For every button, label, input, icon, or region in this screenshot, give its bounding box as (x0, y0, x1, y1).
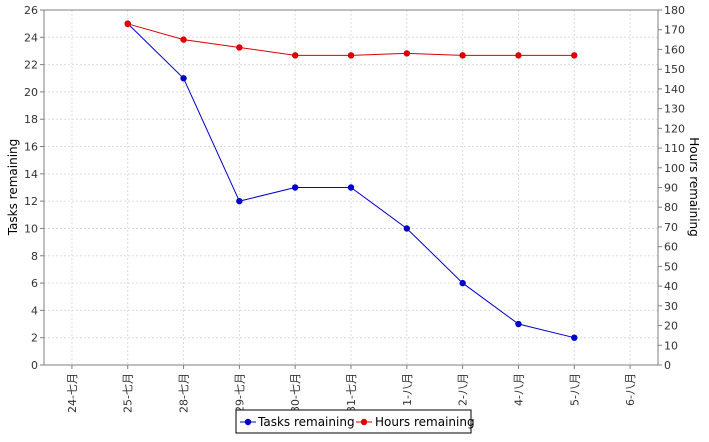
right-tick-label: 40 (664, 280, 678, 293)
right-tick-label: 90 (664, 182, 678, 195)
left-tick-label: 20 (24, 86, 38, 99)
data-point (459, 279, 466, 287)
left-tick-label: 14 (24, 168, 38, 181)
x-tick-label: 4-八月 (512, 373, 525, 406)
data-point (347, 52, 355, 59)
right-tick-label: 180 (664, 4, 685, 17)
x-tick-label: 6-八月 (624, 373, 637, 406)
right-tick-label: 20 (664, 320, 678, 333)
data-point (515, 52, 522, 59)
data-point (347, 184, 355, 191)
left-tick-label: 24 (24, 31, 38, 44)
data-point (124, 20, 131, 28)
right-tick-label: 120 (664, 122, 685, 135)
left-tick-label: 22 (24, 59, 38, 72)
x-tick-label: 25-七月 (122, 373, 135, 413)
legend-box (235, 409, 472, 434)
series-layer (124, 20, 578, 341)
legend-marker-hours (360, 418, 368, 426)
left-tick-label: 16 (24, 141, 38, 154)
data-point (291, 184, 299, 191)
data-point (571, 334, 578, 341)
x-axis-ticks: 24-七月 25-七月 28-七月 29-七月 30-七月 31-七月 1-八月 2-八月 4-… (66, 365, 637, 413)
left-tick-label: 18 (24, 113, 38, 126)
left-tick-label: 2 (31, 332, 38, 345)
left-axis-title: Tasks remaining (6, 139, 20, 237)
data-point (180, 36, 187, 43)
right-axis-title: Hours remaining (687, 137, 701, 237)
legend-marker-tasks (244, 418, 252, 426)
data-point (459, 52, 466, 59)
right-tick-label: 110 (664, 142, 685, 155)
right-tick-label: 150 (664, 63, 685, 76)
left-tick-label: 12 (24, 195, 38, 208)
left-tick-label: 10 (24, 222, 38, 235)
data-point (236, 197, 243, 205)
data-point (515, 320, 522, 328)
right-tick-label: 160 (664, 43, 685, 56)
left-tick-label: 26 (24, 4, 38, 17)
right-tick-label: 140 (664, 83, 685, 96)
data-point (571, 52, 578, 59)
x-tick-label: 28-七月 (178, 373, 191, 413)
data-point (180, 75, 187, 82)
left-tick-label: 8 (31, 250, 38, 263)
data-point (236, 44, 243, 51)
left-tick-label: 0 (31, 359, 38, 372)
data-point (291, 52, 299, 59)
x-tick-label: 1-八月 (401, 373, 414, 406)
legend: Tasks remaining Hours remaining (235, 409, 475, 434)
right-tick-label: 170 (664, 24, 685, 37)
x-tick-label: 29-七月 (233, 373, 246, 413)
right-tick-label: 10 (664, 339, 678, 352)
right-axis-ticks: 0 10 20 30 40 50 60 70 80 90 100 110 120 130 140 150 160… (658, 4, 685, 372)
right-tick-label: 70 (664, 221, 678, 234)
right-tick-label: 60 (664, 241, 678, 254)
right-tick-label: 0 (664, 359, 671, 372)
legend-label-tasks: Tasks remaining (257, 415, 355, 429)
data-point (403, 50, 411, 57)
right-tick-label: 80 (664, 201, 678, 214)
x-tick-label: 24-七月 (66, 373, 79, 413)
right-tick-label: 100 (664, 162, 685, 175)
x-tick-label: 30-七月 (289, 373, 302, 413)
x-tick-label: 5-八月 (568, 373, 581, 406)
left-tick-label: 4 (31, 304, 38, 317)
right-tick-label: 50 (664, 260, 678, 273)
right-tick-label: 30 (664, 300, 678, 313)
x-tick-label: 2-八月 (457, 373, 470, 406)
right-tick-label: 130 (664, 103, 685, 116)
data-point (403, 225, 411, 232)
legend-label-hours: Hours remaining (375, 415, 475, 429)
left-tick-label: 6 (31, 277, 38, 290)
x-tick-label: 31-七月 (345, 373, 358, 413)
